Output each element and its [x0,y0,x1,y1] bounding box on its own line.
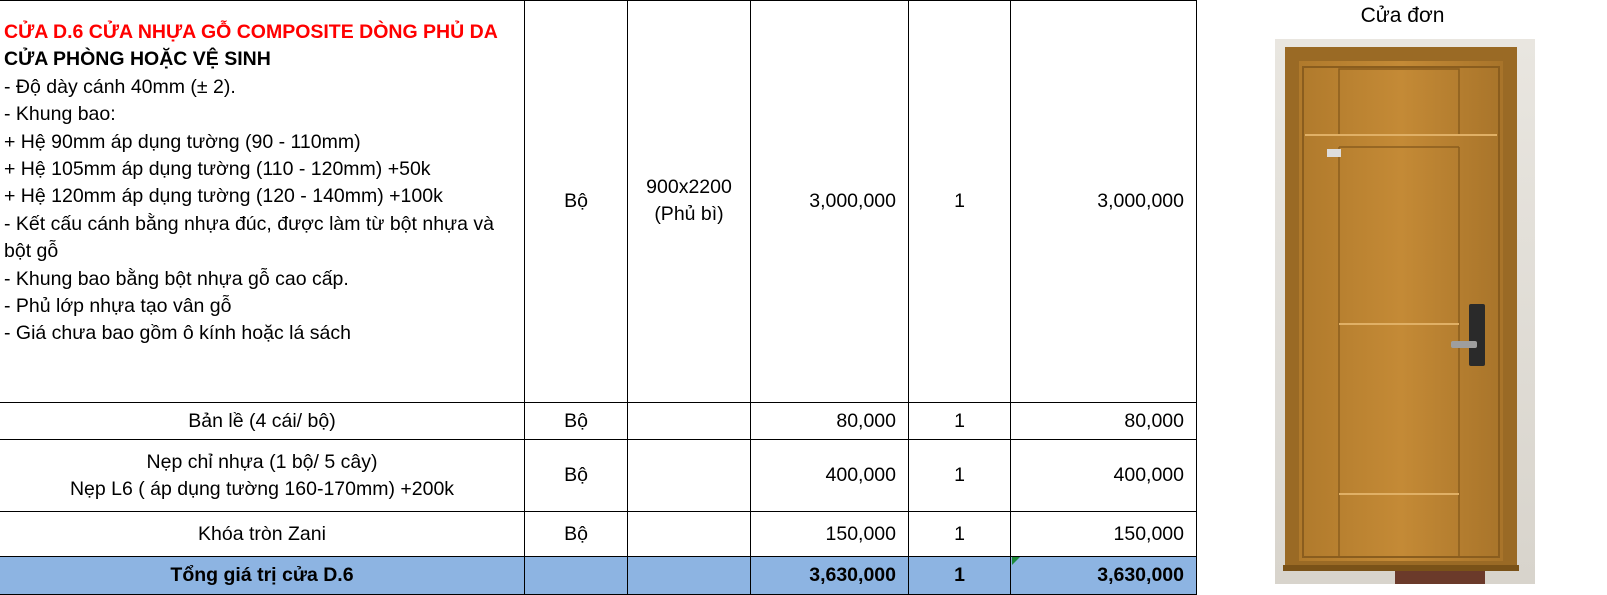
spec-line: + Hệ 105mm áp dụng tường (110 - 120mm) +… [4,158,431,181]
product-price: 3,000,000 [809,189,896,212]
cell-comment-marker-icon [1012,557,1020,565]
product-total: 3,000,000 [1097,189,1184,212]
image-title: Cửa đơn [1360,4,1445,27]
accessory-total: 400,000 [1113,464,1185,486]
accessory-unit: Bộ [564,409,588,432]
product-size-line2: (Phủ bì) [654,203,724,225]
spec-line: - Độ dày cánh 40mm (± 2). [4,75,236,98]
product-subtitle: CỬA PHÒNG HOẶC VỆ SINH [4,48,271,71]
accessory-name-line2: Nẹp L6 ( áp dụng tường 160-170mm) +200k [69,477,455,500]
summary-price: 3,630,000 [809,564,896,586]
accessory-total: 150,000 [1113,522,1185,545]
spec-line: + Hệ 90mm áp dụng tường (90 - 110mm) [4,130,361,153]
accessory-total: 80,000 [1124,409,1184,432]
spec-line: - Khung bao bằng bột nhựa gỗ cao cấp. [4,267,349,290]
product-size: 900x2200 (Phủ bì) [628,0,750,402]
product-qty: 1 [954,189,965,212]
product-title: CỬA D.6 CỬA NHỰA GỖ COMPOSITE DÒNG PHỦ D… [4,21,498,43]
product-description: CỬA D.6 CỬA NHỰA GỖ COMPOSITE DÒNG PHỦ D… [4,19,524,348]
total-row-background [0,556,1197,595]
summary-qty: 1 [954,564,965,586]
accessory-unit: Bộ [564,464,588,486]
spec-line: - Khung bao: [4,103,116,126]
accessory-qty: 1 [954,522,965,545]
accessory-name: Khóa tròn Zani [198,522,326,545]
accessory-unit: Bộ [564,522,588,545]
accessory-price: 400,000 [825,464,897,486]
accessory-price: 80,000 [836,409,896,432]
accessory-name: Bản lề (4 cái/ bộ) [188,409,336,432]
spec-line: + Hệ 120mm áp dụng tường (120 - 140mm) +… [4,185,443,208]
accessory-qty: 1 [954,409,965,432]
door-photo-icon [1275,39,1535,584]
product-size-line1: 900x2200 [646,176,732,198]
accessory-name: Nẹp chỉ nhựa (1 bộ/ 5 cây) Nẹp L6 ( áp d… [0,440,524,511]
spec-line: - Kết cấu cánh bằng nhựa đúc, được làm t… [4,212,494,263]
spec-line: - Phủ lớp nhựa tạo vân gỗ [4,295,232,318]
accessory-price: 150,000 [825,522,897,545]
summary-total: 3,630,000 [1097,564,1184,586]
accessory-name-line1: Nẹp chỉ nhựa (1 bộ/ 5 cây) [146,450,378,473]
accessory-qty: 1 [954,464,965,486]
spec-line: - Giá chưa bao gồm ô kính hoặc lá sách [4,322,351,345]
product-unit: Bộ [564,189,588,212]
summary-label: Tổng giá trị cửa D.6 [170,564,354,586]
